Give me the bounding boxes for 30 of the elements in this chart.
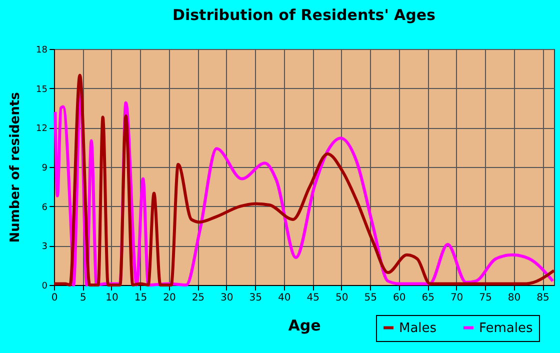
x-tick-label: 25 [192, 292, 205, 304]
x-tick-label: 20 [163, 292, 176, 304]
x-tick-label: 55 [364, 292, 377, 304]
y-tick-label: 12 [36, 124, 48, 134]
y-tick-label: 6 [42, 202, 48, 213]
y-tick-label: 0 [42, 282, 48, 292]
y-axis-title: Number of residents [8, 92, 24, 243]
x-tick-label: 0 [51, 292, 58, 304]
x-tick-label: 50 [335, 292, 348, 304]
x-tick-label: 45 [306, 292, 320, 304]
x-tick-label: 75 [479, 292, 492, 304]
legend-label: Females [479, 320, 534, 336]
x-tick-label: 60 [392, 292, 406, 304]
x-tick-label: 15 [134, 292, 148, 304]
y-tick-label: 3 [42, 242, 48, 252]
x-tick-label: 10 [106, 292, 118, 304]
legend-label: Males [399, 320, 437, 336]
x-tick-label: 30 [220, 292, 234, 304]
x-tick-label: 5 [80, 292, 86, 304]
x-tick-label: 35 [249, 292, 262, 304]
x-tick-label: 85 [536, 292, 550, 304]
y-tick-label: 15 [36, 84, 48, 95]
chart-title: Distribution of Residents' Ages [172, 6, 436, 24]
x-tick-label: 80 [508, 292, 521, 304]
x-tick-label: 70 [450, 292, 464, 304]
y-tick-label: 18 [36, 46, 48, 56]
x-tick-label: 65 [422, 292, 434, 304]
x-tick-label: 40 [278, 292, 291, 304]
x-axis-title: Age [288, 316, 321, 334]
y-tick-label: 9 [42, 164, 48, 174]
